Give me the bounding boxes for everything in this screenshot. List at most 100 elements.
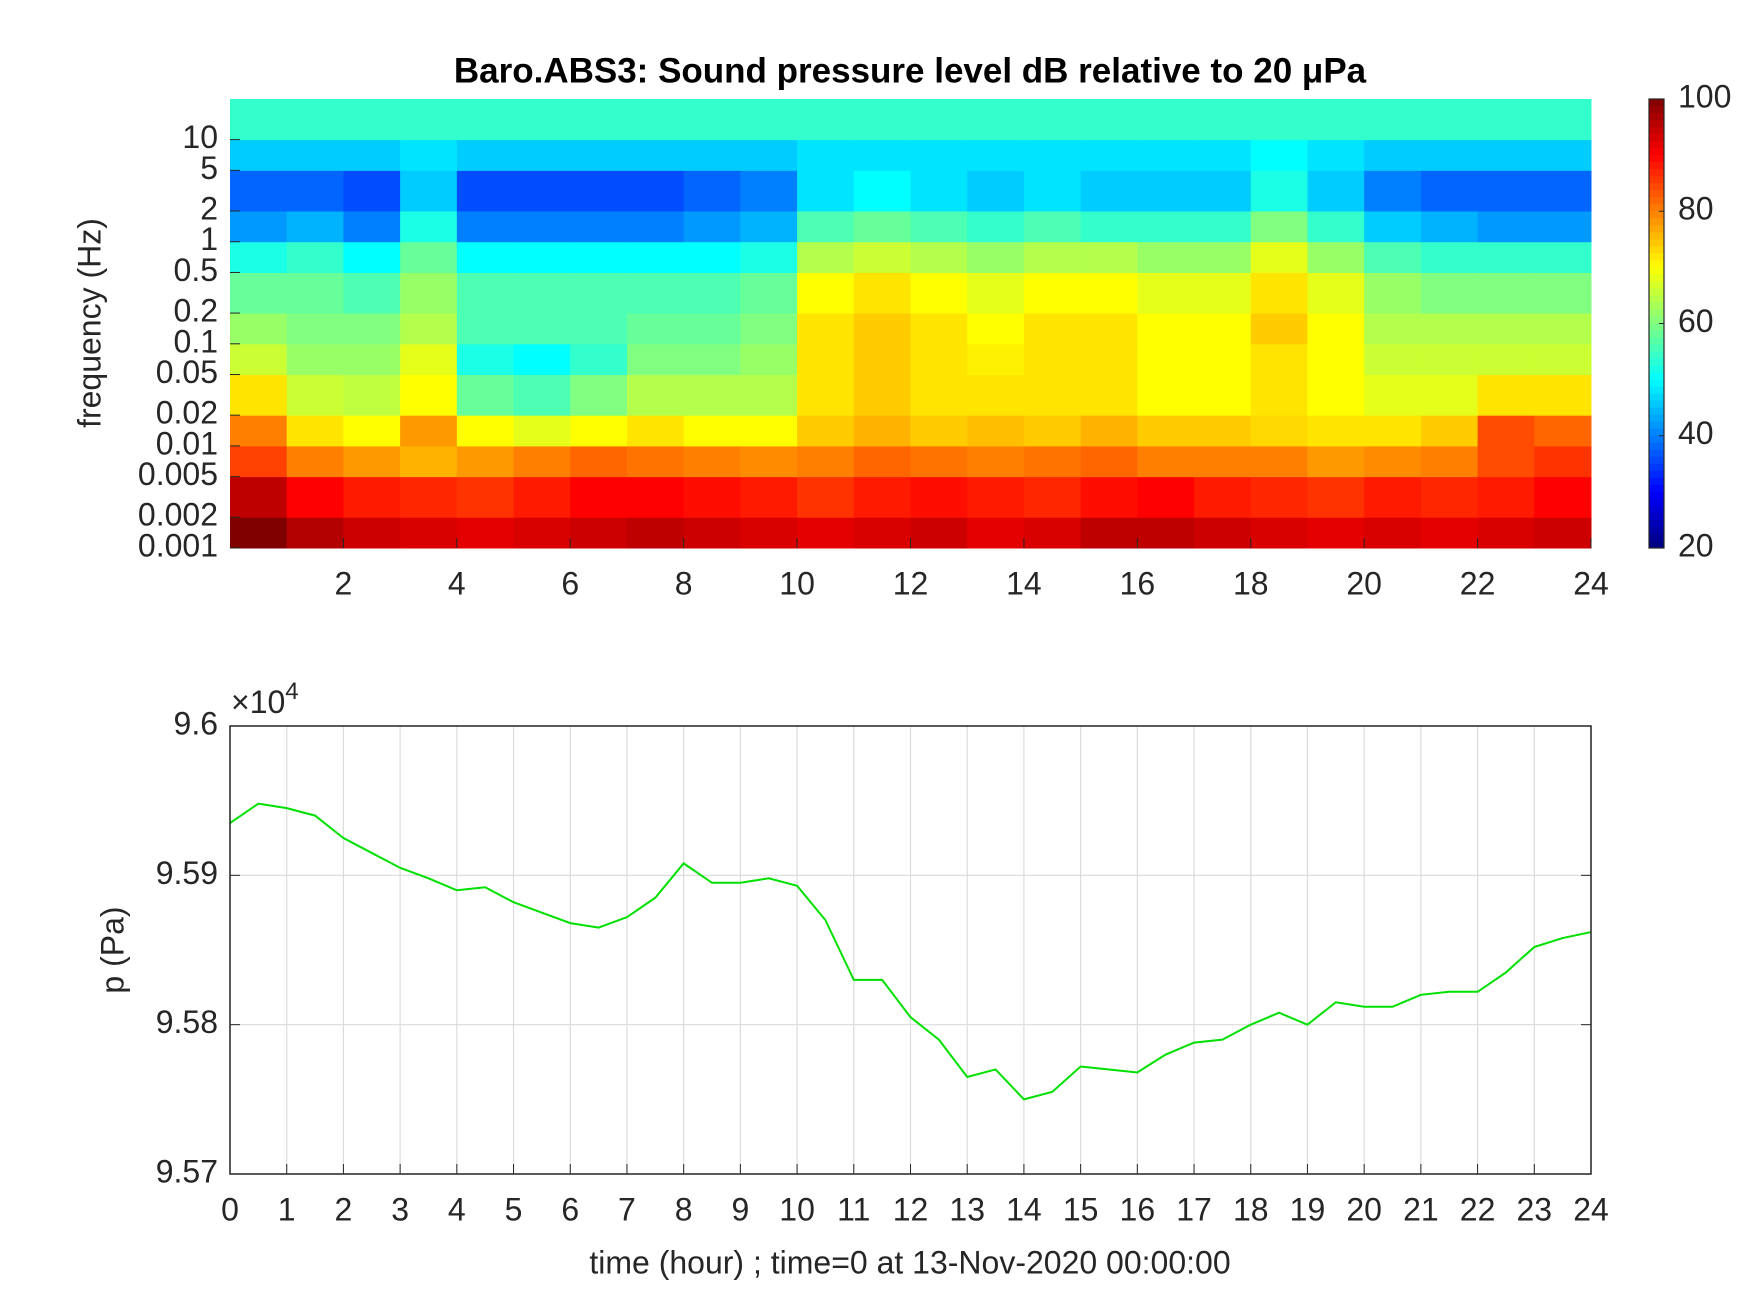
heatmap-cell [967,374,1025,416]
x-tick-label: 21 [1403,1191,1439,1227]
heatmap-cell [910,313,968,345]
heatmap-cell [1194,517,1252,549]
heatmap-cell [1250,313,1308,345]
heatmap-cell [343,99,401,141]
heatmap-cell [400,210,458,243]
heatmap-cell [910,476,968,518]
heatmap-cell [740,517,798,549]
x-tick-label: 7 [618,1191,636,1227]
heatmap-cell [230,139,288,171]
x-tick-label: 8 [675,565,693,601]
heatmap-cell [513,272,571,314]
heatmap-cell [910,517,968,549]
heatmap-cell [853,476,911,518]
heatmap-cell [1080,241,1138,273]
heatmap-cell [740,343,798,376]
heatmap-cell [626,374,685,416]
heatmap-cell [1137,415,1195,447]
y-multiplier: ×104 [231,678,299,720]
x-tick-label: 5 [505,1191,523,1227]
heatmap-cell [1194,415,1252,447]
y-tick-label: 2 [200,190,218,226]
heatmap-cell [1023,210,1082,243]
heatmap-cell [626,170,685,212]
heatmap-cell [570,139,628,171]
heatmap-cell [683,210,741,243]
heatmap-cell [1364,139,1422,171]
heatmap-cell [456,374,515,416]
heatmap-cell [853,313,911,345]
heatmap-cell [513,476,571,518]
heatmap-cell [1250,476,1308,518]
heatmap-cell [570,210,628,243]
heatmap-cell [1194,99,1252,141]
heatmap-cell [343,139,401,171]
heatmap-cell [1420,415,1479,447]
heatmap-cell [797,476,855,518]
x-tick-label: 14 [1006,565,1042,601]
heatmap-cell [1250,272,1308,314]
heatmap-cell [1080,313,1138,345]
heatmap-cell [1137,343,1195,376]
heatmap-cell [1477,99,1535,141]
colorbar-swatch [1649,197,1664,205]
heatmap-cell [1534,445,1592,478]
heatmap-cell [967,445,1025,478]
heatmap-cell [286,241,344,273]
x-tick-label: 0 [221,1191,239,1227]
heatmap-cell [1307,241,1365,273]
heatmap-cell [570,313,628,345]
heatmap-cell [626,343,685,376]
heatmap-cell [683,517,741,549]
colorbar-swatch [1649,162,1664,170]
colorbar-swatch [1649,239,1664,247]
heatmap-cell [853,343,911,376]
colorbar-swatch [1649,253,1664,261]
colorbar-swatch [1649,414,1664,423]
colorbar-swatch [1649,407,1664,416]
heatmap-cell [286,170,344,212]
heatmap-cell [400,272,458,314]
colorbar-swatch [1649,323,1664,332]
colorbar-swatch [1649,148,1664,156]
colorbar-swatch [1649,106,1664,114]
heatmap-cell [1080,139,1138,171]
colorbar-swatch [1649,316,1664,324]
heatmap-cell [967,241,1025,273]
heatmap-cell [853,272,911,314]
heatmap-cell [1080,374,1138,416]
heatmap-cell [1534,272,1592,314]
heatmap-cell [1420,139,1479,171]
heatmap-cell [570,445,628,478]
x-tick-label: 19 [1290,1191,1326,1227]
heatmap-cell [683,170,741,212]
heatmap-cell [570,476,628,518]
heatmap-cell [400,170,458,212]
heatmap-cell [1080,272,1138,314]
heatmap-cell [343,445,401,478]
heatmap-cell [570,241,628,273]
heatmap-cell [1534,139,1592,171]
colorbar-swatch [1649,211,1664,219]
heatmap-cell [456,415,515,447]
heatmap-cell [1080,415,1138,447]
heatmap-cell [1250,374,1308,416]
heatmap-cell [967,99,1025,141]
colorbar-swatch [1649,365,1664,374]
heatmap-cell [740,99,798,141]
heatmap-cell [1023,272,1082,314]
heatmap-cell [1364,241,1422,273]
data-line [229,802,1592,1101]
heatmap-cell [343,241,401,273]
heatmap-cell [456,272,515,314]
colorbar-swatch [1649,337,1664,346]
heatmap-cell [1477,272,1535,314]
x-tick-label: 24 [1573,1191,1609,1227]
colorbar-swatch [1649,309,1664,317]
heatmap-cell [513,139,571,171]
heatmap-cell [740,210,798,243]
heatmap-cell [797,99,855,141]
heatmap-cell [626,210,685,243]
colorbar-swatch [1649,456,1664,465]
colorbar-swatch [1649,295,1664,303]
